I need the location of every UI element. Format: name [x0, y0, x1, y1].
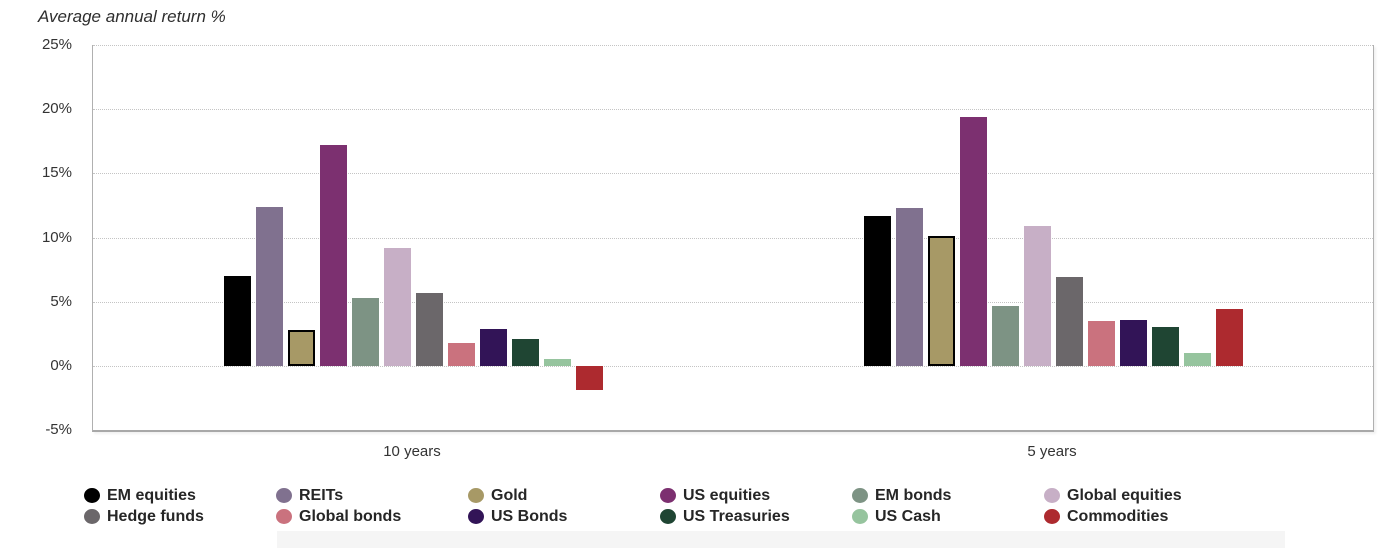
- legend-label: US Cash: [875, 507, 941, 525]
- y-tick-label: -5%: [45, 421, 72, 438]
- legend-item-US-Bonds: US Bonds: [468, 506, 660, 527]
- legend-item-Hedge-funds: Hedge funds: [84, 506, 276, 527]
- legend-label: EM equities: [107, 486, 196, 504]
- legend-item-US-Cash: US Cash: [852, 506, 1044, 527]
- legend-swatch-icon: [84, 509, 100, 524]
- legend-label: EM bonds: [875, 486, 952, 504]
- gridline-5: [93, 301, 1373, 303]
- bar-10-years-Global-equities: [383, 247, 411, 366]
- legend-item-US-equities: US equities: [660, 485, 852, 506]
- legend-item-EM-equities: EM equities: [84, 485, 276, 506]
- y-tick-label: 0%: [50, 356, 72, 374]
- legend-label: Gold: [491, 486, 528, 504]
- chart-title: Average annual return %: [38, 7, 226, 26]
- bar-5-years-REITs: [895, 207, 923, 366]
- bar-5-years-Global-equities: [1023, 225, 1051, 366]
- bar-5-years-EM-bonds: [991, 305, 1019, 366]
- legend-swatch-icon: [468, 488, 484, 503]
- legend-label: US Bonds: [491, 507, 568, 525]
- bar-10-years-Hedge-funds: [415, 292, 443, 366]
- legend-swatch-icon: [660, 488, 676, 503]
- bar-10-years-EM-equities: [223, 276, 251, 366]
- legend-swatch-icon: [1044, 509, 1060, 524]
- legend-swatch-icon: [276, 509, 292, 524]
- legend: EM equities REITs Gold US equities EM bonds G…: [84, 485, 1236, 527]
- legend-swatch-icon: [852, 488, 868, 503]
- bar-10-years-US-Cash: [543, 359, 571, 366]
- bar-5-years-US-Treasuries: [1151, 327, 1179, 366]
- legend-label: Hedge funds: [107, 507, 204, 525]
- y-tick-label: 20%: [41, 100, 72, 118]
- legend-item-US-Treasuries: US Treasuries: [660, 506, 852, 527]
- bar-10-years-EM-bonds: [351, 297, 379, 366]
- bar-5-years-EM-equities: [863, 215, 891, 366]
- y-tick-label: 15%: [41, 164, 72, 182]
- bar-5-years-Commodities: [1215, 309, 1243, 366]
- bar-5-years-Hedge-funds: [1055, 277, 1083, 366]
- gridline-20: [93, 109, 1373, 111]
- bar-5-years-US-equities: [959, 116, 987, 366]
- legend-label: Global equities: [1067, 486, 1182, 504]
- bar-10-years-US-Treasuries: [511, 338, 539, 366]
- bar-10-years-Gold: [287, 329, 315, 366]
- legend-swatch-icon: [852, 509, 868, 524]
- bar-10-years-US-equities: [319, 145, 347, 366]
- legend-label: US Treasuries: [683, 507, 790, 525]
- gridline-10: [93, 237, 1373, 239]
- legend-item-Global-bonds: Global bonds: [276, 506, 468, 527]
- x-category-label-10-years: 10 years: [383, 443, 441, 460]
- gridline-25: [93, 45, 1373, 46]
- x-category-label-5-years: 5 years: [1027, 443, 1077, 460]
- legend-swatch-icon: [660, 509, 676, 524]
- legend-swatch-icon: [84, 488, 100, 503]
- bar-5-years-Global-bonds: [1087, 320, 1115, 366]
- legend-label: Global bonds: [299, 507, 402, 525]
- legend-item-EM-bonds: EM bonds: [852, 485, 1044, 506]
- legend-label: REITs: [299, 486, 344, 504]
- legend-label: US equities: [683, 486, 771, 504]
- bottom-strip: [277, 531, 1285, 548]
- gridline-0: [93, 365, 1373, 367]
- bar-10-years-REITs: [255, 206, 283, 366]
- y-tick-label: 10%: [41, 228, 72, 246]
- bar-5-years-US-Cash: [1183, 353, 1211, 366]
- bar-10-years-Commodities: [575, 365, 603, 391]
- y-tick-label: 25%: [41, 36, 72, 53]
- y-tick-label: 5%: [50, 292, 72, 310]
- bar-10-years-US-Bonds: [479, 328, 507, 366]
- gridline-15: [93, 173, 1373, 175]
- legend-swatch-icon: [276, 488, 292, 503]
- legend-swatch-icon: [468, 509, 484, 524]
- bar-10-years-Global-bonds: [447, 342, 475, 366]
- bar-5-years-US-Bonds: [1119, 319, 1147, 366]
- legend-item-Commodities: Commodities: [1044, 506, 1236, 527]
- legend-item-REITs: REITs: [276, 485, 468, 506]
- plot-area: [92, 45, 1374, 432]
- legend-item-Gold: Gold: [468, 485, 660, 506]
- legend-item-Global-equities: Global equities: [1044, 485, 1236, 506]
- legend-label: Commodities: [1067, 507, 1169, 525]
- legend-swatch-icon: [1044, 488, 1060, 503]
- bar-5-years-Gold: [927, 236, 955, 366]
